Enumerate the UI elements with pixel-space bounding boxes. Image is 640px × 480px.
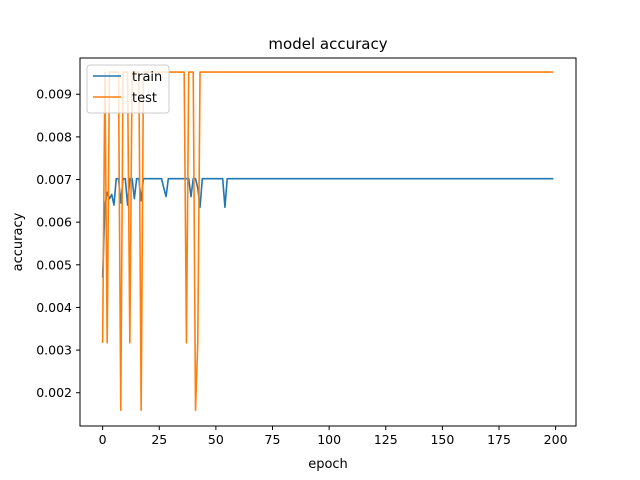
- y-axis-label: accuracy: [11, 212, 26, 271]
- x-tick-label: 150: [430, 432, 454, 447]
- x-tick-label: 0: [99, 432, 107, 447]
- y-axis: 0.002 0.003 0.004 0.005 0.006 0.007 0.008 0.009: [36, 87, 80, 400]
- legend-box: [86, 64, 170, 114]
- x-tick-label: 75: [265, 432, 281, 447]
- x-tick-label: 175: [487, 432, 511, 447]
- x-tick-label: 100: [317, 432, 341, 447]
- y-tick-label: 0.007: [36, 172, 72, 187]
- legend-label-test: test: [132, 91, 157, 106]
- y-tick-label: 0.006: [36, 215, 72, 230]
- x-tick-label: 125: [374, 432, 398, 447]
- x-axis-label: epoch: [308, 457, 348, 472]
- x-tick-label: 200: [544, 432, 568, 447]
- legend: train test: [86, 64, 170, 114]
- x-axis: 0 25 50 75 100 125 150 175 200: [99, 426, 568, 447]
- y-tick-label: 0.005: [36, 257, 72, 272]
- y-tick-label: 0.002: [36, 385, 72, 400]
- chart-title: model accuracy: [268, 35, 387, 53]
- y-tick-label: 0.004: [36, 300, 72, 315]
- plot-frame: [79, 57, 577, 427]
- legend-label-train: train: [132, 70, 162, 85]
- y-tick-label: 0.009: [36, 87, 72, 102]
- y-tick-label: 0.003: [36, 343, 72, 358]
- x-tick-label: 25: [151, 432, 167, 447]
- x-tick-label: 50: [208, 432, 224, 447]
- y-tick-label: 0.008: [36, 129, 72, 144]
